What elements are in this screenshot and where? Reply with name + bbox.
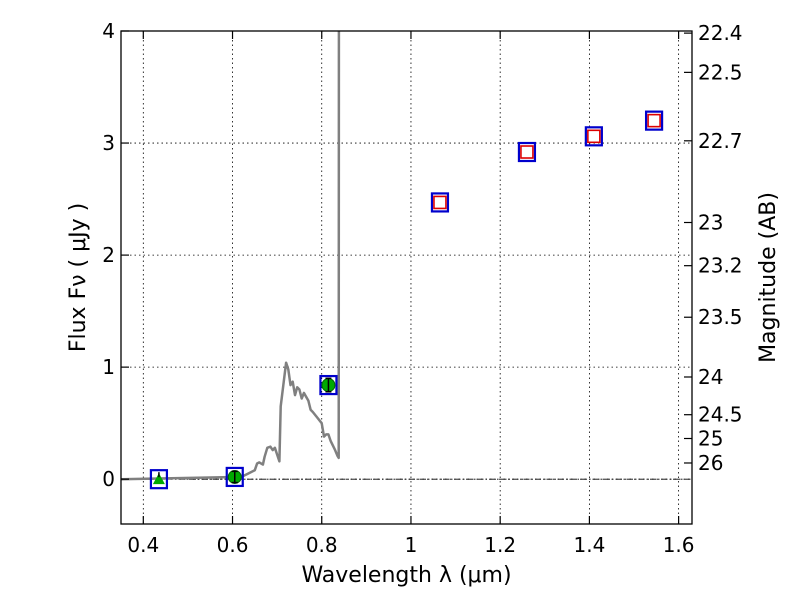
model-sed-layer — [120, 30, 341, 481]
model-band-square — [319, 374, 338, 396]
model-band-square — [225, 466, 244, 488]
magnitude-tick-label: 24 — [698, 365, 723, 389]
model-band-square — [584, 126, 603, 147]
model-band-square — [517, 141, 537, 163]
model-band-square — [430, 192, 450, 213]
magnitude-tick-label: 22.4 — [698, 21, 743, 45]
magnitude-tick-label: 26 — [698, 451, 723, 475]
model-sed-curve — [120, 30, 341, 481]
x-axis-label: Wavelength λ (μm) — [301, 563, 511, 588]
y-tick-label: 3 — [102, 131, 115, 155]
grid-lines — [121, 30, 692, 524]
magnitude-tick-label: 23.2 — [698, 254, 743, 278]
magnitude-tick-label: 25 — [698, 427, 723, 451]
magnitude-tick-label: 24.5 — [698, 403, 743, 427]
y-tick-label: 4 — [102, 19, 115, 43]
magnitude-tick-label: 22.5 — [698, 60, 743, 84]
data-markers — [149, 110, 664, 490]
magnitude-tick-label: 22.7 — [698, 129, 743, 153]
y-tick-label: 1 — [102, 355, 115, 379]
axis-ticks — [121, 30, 692, 524]
model-band-square — [644, 110, 664, 131]
x-tick-label: 0.8 — [306, 533, 338, 557]
y-tick-label: 0 — [102, 467, 115, 491]
x-tick-label: 0.6 — [217, 533, 249, 557]
predicted-flux-square — [520, 145, 534, 159]
predicted-flux-square — [587, 129, 601, 144]
magnitude-tick-label: 23.5 — [698, 305, 743, 329]
x-tick-label: 1.2 — [484, 533, 516, 557]
magnitude-axis-label: Magnitude (AB) — [756, 192, 781, 363]
observed-limit-triangle — [152, 473, 165, 485]
x-tick-label: 0.4 — [127, 533, 159, 557]
x-tick-label: 1.6 — [663, 533, 695, 557]
magnitude-tick-label: 23 — [698, 211, 723, 235]
predicted-flux-square — [433, 195, 447, 210]
y-tick-label: 2 — [102, 243, 115, 267]
model-band-square — [149, 469, 169, 490]
x-tick-label: 1.4 — [573, 533, 605, 557]
y-axis-label: Flux Fν ( μJy ) — [66, 203, 91, 352]
x-tick-label: 1 — [405, 533, 418, 557]
plot-frame — [120, 30, 693, 525]
predicted-flux-square — [647, 113, 661, 128]
